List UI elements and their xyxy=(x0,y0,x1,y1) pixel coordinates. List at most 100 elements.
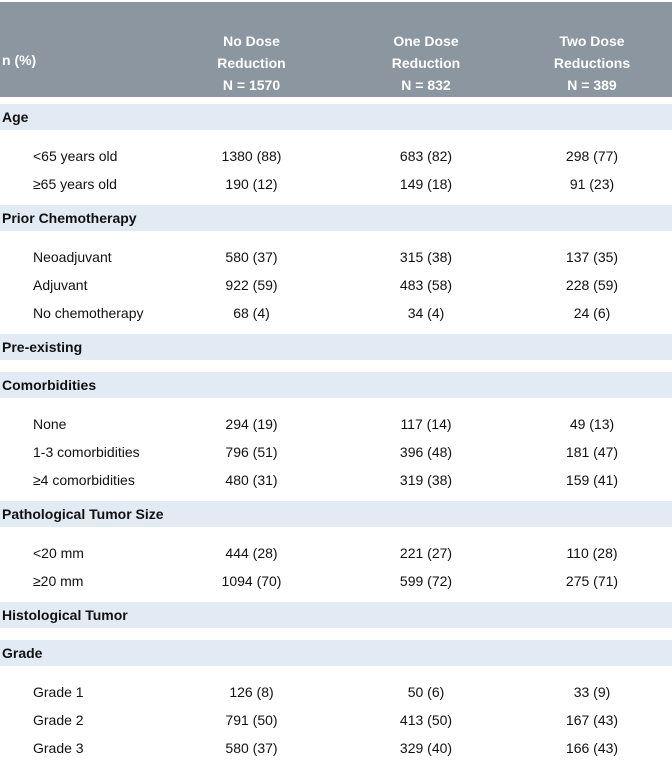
value-cell: 796 (51) xyxy=(225,444,278,460)
row-label: <65 years old xyxy=(33,148,118,164)
section-title: Pathological Tumor Size xyxy=(2,506,164,522)
table-row: Neoadjuvant 580 (37) 315 (38) 137 (35) xyxy=(0,243,672,271)
table-row: <65 years old 1380 (88) 683 (82) 298 (77) xyxy=(0,142,672,170)
section-title: Age xyxy=(2,109,29,125)
table-row: ≥20 mm 1094 (70) 599 (72) 275 (71) xyxy=(0,567,672,595)
section-rows: None 294 (19) 117 (14) 49 (13) 1-3 comorbidi… xyxy=(0,410,672,494)
header-col-two-dose-reductions: Two Dose Reductions N = 389 xyxy=(512,2,672,97)
value-cell: 49 (13) xyxy=(569,416,615,432)
value-cell: 683 (82) xyxy=(399,148,453,164)
value-cell: 126 (8) xyxy=(229,684,274,700)
value-cell: 181 (47) xyxy=(565,444,619,460)
header-left-label: n (%) xyxy=(2,52,37,68)
header-line: N = 1570 xyxy=(222,77,281,93)
value-cell: 137 (35) xyxy=(565,249,619,265)
section-title: Prior Chemotherapy xyxy=(2,210,137,226)
table-row: Grade 3 580 (37) 329 (40) 166 (43) xyxy=(0,734,672,762)
value-cell: 1094 (70) xyxy=(221,573,282,589)
table-row: Grade 1 126 (8) 50 (6) 33 (9) xyxy=(0,678,672,706)
value-cell: 149 (18) xyxy=(399,176,453,192)
value-cell: 167 (43) xyxy=(565,712,619,728)
table-header-row: n (%) No Dose Reduction N = 1570 One Dos… xyxy=(0,2,672,97)
header-line: Reduction xyxy=(391,55,461,71)
table-row: No chemotherapy 68 (4) 34 (4) 24 (6) xyxy=(0,299,672,327)
value-cell: 294 (19) xyxy=(225,416,278,432)
value-cell: 275 (71) xyxy=(565,573,619,589)
row-label: <20 mm xyxy=(33,545,84,561)
value-cell: 413 (50) xyxy=(399,712,453,728)
value-cell: 24 (6) xyxy=(573,305,611,321)
section-title: Grade xyxy=(2,645,43,661)
value-cell: 50 (6) xyxy=(407,684,445,700)
value-cell: 580 (37) xyxy=(225,249,278,265)
header-line: Two Dose xyxy=(559,33,625,49)
row-label: Grade 2 xyxy=(33,712,84,728)
table-row: ≥65 years old 190 (12) 149 (18) 91 (23) xyxy=(0,170,672,198)
row-label: No chemotherapy xyxy=(33,305,144,321)
value-cell: 117 (14) xyxy=(400,416,452,432)
section-title-band: Pre-existing xyxy=(0,334,672,360)
value-cell: 1380 (88) xyxy=(221,148,282,164)
row-label: 1-3 comorbidities xyxy=(33,444,140,460)
value-cell: 444 (28) xyxy=(225,545,278,561)
section-title: Histological Tumor xyxy=(2,607,128,623)
header-line: One Dose xyxy=(393,33,459,49)
value-cell: 33 (9) xyxy=(573,684,611,700)
row-label: Grade 3 xyxy=(33,740,84,756)
value-cell: 91 (23) xyxy=(569,176,615,192)
section-title: Comorbidities xyxy=(2,377,97,393)
value-cell: 599 (72) xyxy=(399,573,453,589)
header-col-no-dose-reduction: No Dose Reduction N = 1570 xyxy=(163,2,340,97)
value-cell: 34 (4) xyxy=(407,305,445,321)
value-cell: 580 (37) xyxy=(225,740,278,756)
value-cell: 791 (50) xyxy=(225,712,278,728)
section-title-band: Comorbidities xyxy=(0,372,672,398)
section-title-band: Prior Chemotherapy xyxy=(0,205,672,231)
value-cell: 221 (27) xyxy=(399,545,453,561)
table-row: Adjuvant 922 (59) 483 (58) 228 (59) xyxy=(0,271,672,299)
value-cell: 922 (59) xyxy=(225,277,278,293)
table-row: Grade 2 791 (50) 413 (50) 167 (43) xyxy=(0,706,672,734)
header-line: N = 832 xyxy=(401,77,451,93)
row-label: ≥65 years old xyxy=(33,176,117,192)
value-cell: 190 (12) xyxy=(225,176,278,192)
row-label: Adjuvant xyxy=(33,277,88,293)
value-cell: 315 (38) xyxy=(399,249,453,265)
value-cell: 228 (59) xyxy=(565,277,619,293)
header-line: Reductions xyxy=(553,55,631,71)
section-title-band: Age xyxy=(0,104,672,130)
value-cell: 396 (48) xyxy=(399,444,453,460)
section-rows: <65 years old 1380 (88) 683 (82) 298 (77) ≥6… xyxy=(0,142,672,198)
section-title-band: Grade xyxy=(0,640,672,666)
value-cell: 110 (28) xyxy=(566,545,618,561)
section-rows: Neoadjuvant 580 (37) 315 (38) 137 (35) Adjuv… xyxy=(0,243,672,327)
header-line: Reduction xyxy=(217,55,286,71)
row-label: Neoadjuvant xyxy=(33,249,112,265)
value-cell: 319 (38) xyxy=(399,472,453,488)
value-cell: 166 (43) xyxy=(565,740,619,756)
section-title: Pre-existing xyxy=(2,339,83,355)
table-body: Age <65 years old 1380 (88) 683 (82) 298 (77… xyxy=(0,104,672,762)
table-row: None 294 (19) 117 (14) 49 (13) xyxy=(0,410,672,438)
value-cell: 480 (31) xyxy=(225,472,278,488)
header-line: No Dose xyxy=(223,33,280,49)
value-cell: 159 (41) xyxy=(565,472,619,488)
row-label: ≥20 mm xyxy=(33,573,84,589)
table-row: 1-3 comorbidities 796 (51) 396 (48) 181 (47… xyxy=(0,438,672,466)
table-row: <20 mm 444 (28) 221 (27) 110 (28) xyxy=(0,539,672,567)
header-line: N = 389 xyxy=(567,77,617,93)
row-label: None xyxy=(33,416,67,432)
section-rows: Grade 1 126 (8) 50 (6) 33 (9) Grade 2 791 (50… xyxy=(0,678,672,762)
section-title-band: Histological Tumor xyxy=(0,602,672,628)
value-cell: 329 (40) xyxy=(399,740,453,756)
header-col-one-dose-reduction: One Dose Reduction N = 832 xyxy=(340,2,512,97)
value-cell: 298 (77) xyxy=(565,148,619,164)
section-rows: <20 mm 444 (28) 221 (27) 110 (28) ≥20 mm 1094… xyxy=(0,539,672,595)
section-title-band: Pathological Tumor Size xyxy=(0,501,672,527)
row-label: ≥4 comorbidities xyxy=(33,472,135,488)
value-cell: 68 (4) xyxy=(233,305,270,321)
row-label: Grade 1 xyxy=(33,684,84,700)
table-row: ≥4 comorbidities 480 (31) 319 (38) 159 (41) xyxy=(0,466,672,494)
value-cell: 483 (58) xyxy=(399,277,453,293)
